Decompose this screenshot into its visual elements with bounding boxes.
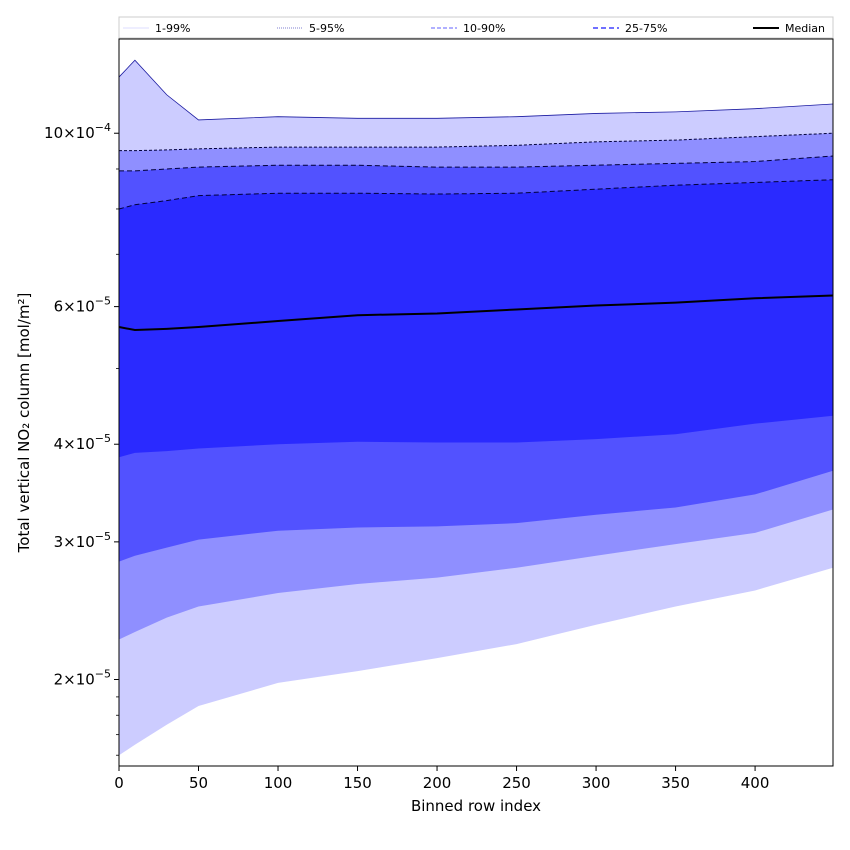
legend-box	[118, 16, 834, 39]
y-tick-label: 3×10−5	[54, 530, 111, 551]
x-tick-label: 250	[502, 774, 531, 792]
legend-label: 5-95%	[309, 22, 344, 35]
legend: 1-99% 5-95% 10-90% 25-75% Median	[118, 16, 834, 39]
y-tick-label: 4×10−5	[54, 432, 111, 453]
x-axis-label: Binned row index	[411, 797, 541, 815]
band-1-99-upper-edge	[118, 59, 834, 121]
median-line	[118, 294, 834, 332]
band-10-90-upper-edge	[119, 155, 834, 172]
x-tick-label: 0	[114, 774, 124, 792]
x-tick-label: 200	[423, 774, 452, 792]
y-tick-label: 10×10−4	[44, 121, 111, 142]
legend-label: Median	[785, 22, 825, 35]
band-25-75	[119, 179, 833, 458]
y-tick-label: 6×10−5	[54, 295, 111, 316]
line-layer	[118, 59, 834, 332]
x-axis: 0 50 100 150 200 250 300 350 400	[114, 766, 769, 792]
x-tick-label: 50	[189, 774, 208, 792]
plot-frame	[118, 38, 834, 767]
band-layer	[119, 60, 833, 756]
band-25-75-upper-edge	[118, 179, 834, 210]
x-tick-label: 300	[582, 774, 611, 792]
x-tick-label: 150	[343, 774, 372, 792]
band-5-95-upper-edge	[119, 132, 834, 152]
legend-label: 10-90%	[463, 22, 505, 35]
x-tick-label: 400	[741, 774, 770, 792]
y-tick-label: 2×10−5	[54, 667, 111, 688]
x-tick-label: 100	[264, 774, 293, 792]
legend-label: 25-75%	[625, 22, 667, 35]
x-tick-label: 350	[661, 774, 690, 792]
y-axis-label: Total vertical NO₂ column [mol/m²]	[15, 293, 33, 554]
legend-label: 1-99%	[155, 22, 190, 35]
y-axis: 2×10−5 3×10−5 4×10−5 6×10−5 10×10−4	[44, 121, 119, 756]
